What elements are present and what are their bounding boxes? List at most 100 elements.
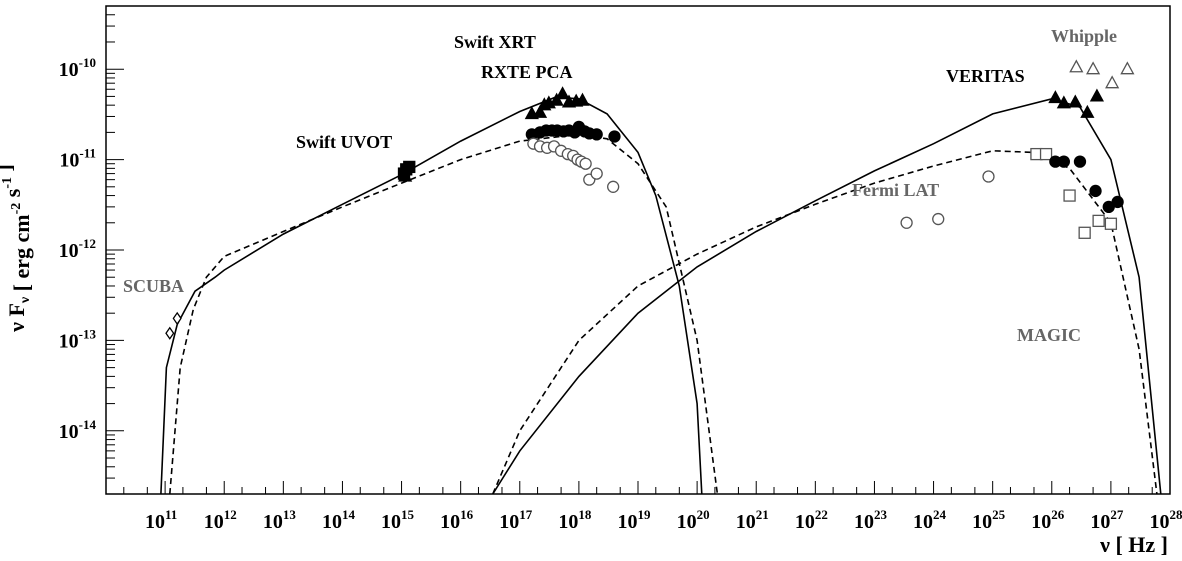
data-point-triangle-filled xyxy=(532,104,548,118)
annotation-scuba: SCUBA xyxy=(123,276,184,296)
x-tick-label: 1025 xyxy=(972,507,1006,533)
y-tick-exponent: -14 xyxy=(79,417,97,432)
x-tick-exponent: 13 xyxy=(283,507,297,522)
y-tick-base: 10 xyxy=(59,421,79,443)
x-tick-base: 10 xyxy=(263,511,283,533)
x-tick-label: 1019 xyxy=(618,507,652,533)
data-point-triangle-filled xyxy=(1068,94,1083,108)
data-point-circle-filled xyxy=(608,130,621,143)
x-tick-exponent: 22 xyxy=(815,507,828,522)
x-tick-exponent: 20 xyxy=(697,507,710,522)
model-curve-dashed xyxy=(169,133,719,495)
data-point-triangle-filled xyxy=(1080,104,1095,118)
x-tick-base: 10 xyxy=(618,511,638,533)
data-point-triangle-open xyxy=(1105,75,1120,89)
x-tick-base: 10 xyxy=(1150,511,1170,533)
x-tick-label: 1012 xyxy=(204,507,237,533)
x-tick-label: 1017 xyxy=(499,507,533,533)
data-point-triangle-filled xyxy=(575,92,590,106)
x-tick-exponent: 27 xyxy=(1110,507,1124,522)
x-tick-exponent: 26 xyxy=(1051,507,1065,522)
x-tick-base: 10 xyxy=(736,511,756,533)
x-tick-label: 1027 xyxy=(1090,507,1124,533)
x-tick-exponent: 25 xyxy=(992,507,1006,522)
y-tick-base: 10 xyxy=(59,150,79,172)
annotation-swift-xrt: Swift XRT xyxy=(454,32,536,52)
data-point-square-filled xyxy=(403,160,416,174)
y-tick-exponent: -13 xyxy=(79,326,97,341)
model-curve-solid xyxy=(160,96,703,495)
data-point-triangle-filled xyxy=(1048,90,1063,104)
y-tick-label: 10-11 xyxy=(59,146,96,172)
data-point-diamond-open xyxy=(172,311,182,326)
annotation-whipple: Whipple xyxy=(1051,26,1117,46)
x-tick-base: 10 xyxy=(1090,511,1110,533)
model-curve-solid xyxy=(492,97,1162,495)
x-tick-base: 10 xyxy=(677,511,697,533)
data-point-circle-open xyxy=(900,216,913,229)
y-tick-label: 10-13 xyxy=(59,326,97,352)
data-point-circle-open xyxy=(607,180,620,193)
x-tick-label: 1016 xyxy=(440,507,474,533)
instrument-annotations: SCUBA Swift UVOT Swift XRT RXTE PCA Fermi LA… xyxy=(123,26,1117,345)
annotation-rxte-pca: RXTE PCA xyxy=(481,62,573,82)
y-tick-base: 10 xyxy=(59,59,79,81)
data-point-circle-open xyxy=(982,170,995,183)
x-tick-labels: 1011 1012 1013 1014 1015 1016 1017 1018 1019 1020… xyxy=(145,507,1182,533)
x-tick-exponent: 16 xyxy=(460,507,474,522)
x-tick-label: 1021 xyxy=(736,507,769,533)
x-tick-label: 1023 xyxy=(854,507,888,533)
y-tick-label: 10-10 xyxy=(59,55,96,81)
x-tick-base: 10 xyxy=(913,511,933,533)
x-tick-base: 10 xyxy=(558,511,578,533)
data-point-square-open xyxy=(1078,226,1091,239)
x-tick-exponent: 17 xyxy=(519,507,533,522)
x-tick-label: 1013 xyxy=(263,507,297,533)
y-tick-label: 10-14 xyxy=(59,417,97,443)
x-tick-exponent: 15 xyxy=(401,507,415,522)
x-tick-base: 10 xyxy=(1031,511,1051,533)
x-tick-label: 1026 xyxy=(1031,507,1065,533)
data-point-circle-filled xyxy=(1057,155,1070,168)
model-curve-dashed xyxy=(492,149,1158,495)
x-tick-base: 10 xyxy=(322,511,342,533)
annotation-magic: MAGIC xyxy=(1017,325,1081,345)
data-point-square-open xyxy=(1092,214,1105,228)
data-point-diamond-open xyxy=(165,326,175,340)
y-tick-base: 10 xyxy=(59,240,79,262)
y-tick-exponent: -11 xyxy=(79,146,96,161)
x-tick-exponent: 23 xyxy=(874,507,888,522)
data-point-square-open xyxy=(1039,147,1053,161)
data-point-triangle-filled xyxy=(398,168,413,182)
data-point-square-open xyxy=(1063,189,1076,202)
x-tick-exponent: 19 xyxy=(638,507,652,522)
x-tick-exponent: 18 xyxy=(578,507,592,522)
data-point-triangle-filled xyxy=(555,86,570,100)
x-tick-exponent: 14 xyxy=(342,507,356,522)
data-point-triangle-open xyxy=(1120,61,1135,75)
data-point-circle-filled xyxy=(1089,184,1102,198)
annotation-fermi-lat: Fermi LAT xyxy=(852,180,939,200)
x-tick-label: 1011 xyxy=(145,507,177,533)
x-tick-label: 1018 xyxy=(558,507,592,533)
x-tick-base: 10 xyxy=(854,511,874,533)
x-tick-exponent: 12 xyxy=(224,507,237,522)
x-tick-label: 1022 xyxy=(795,507,828,533)
x-tick-exponent: 21 xyxy=(756,507,769,522)
data-point-circle-open xyxy=(932,212,945,226)
axis-ticks xyxy=(105,5,1171,495)
x-tick-exponent: 24 xyxy=(933,507,947,522)
x-tick-exponent: 11 xyxy=(165,507,177,522)
data-point-triangle-open xyxy=(1069,59,1084,73)
y-axis-label: ν Fν [ erg cm-2 s-1 ] xyxy=(0,164,34,333)
x-axis-label: ν [ Hz ] xyxy=(1099,532,1168,557)
x-tick-label: 1028 xyxy=(1150,507,1182,533)
x-tick-label: 1015 xyxy=(381,507,415,533)
x-tick-base: 10 xyxy=(499,511,519,533)
annotation-swift-uvot: Swift UVOT xyxy=(296,132,392,152)
x-tick-base: 10 xyxy=(972,511,992,533)
data-point-triangle-filled xyxy=(549,92,564,106)
data-point-triangle-open xyxy=(1085,61,1101,75)
